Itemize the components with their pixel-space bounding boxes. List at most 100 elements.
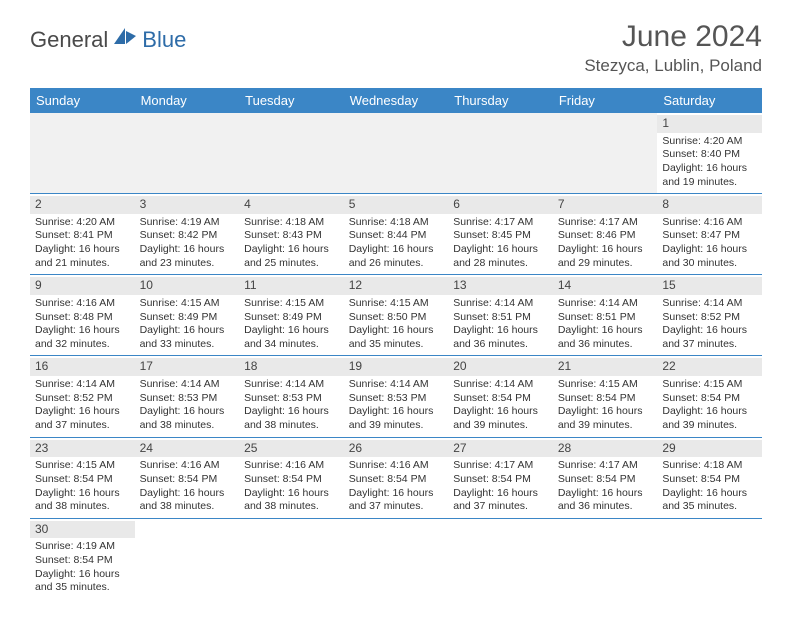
sunset-text: Sunset: 8:53 PM (140, 392, 235, 406)
calendar-empty-cell (553, 518, 658, 599)
day-number: 23 (30, 440, 135, 458)
calendar-day-cell: 6Sunrise: 4:17 AMSunset: 8:45 PMDaylight… (448, 194, 553, 275)
sunset-text: Sunset: 8:47 PM (662, 229, 757, 243)
sunset-text: Sunset: 8:53 PM (244, 392, 339, 406)
calendar-day-cell: 28Sunrise: 4:17 AMSunset: 8:54 PMDayligh… (553, 437, 658, 518)
calendar-day-cell: 16Sunrise: 4:14 AMSunset: 8:52 PMDayligh… (30, 356, 135, 437)
calendar-day-cell: 17Sunrise: 4:14 AMSunset: 8:53 PMDayligh… (135, 356, 240, 437)
daylight-text: Daylight: 16 hours and 28 minutes. (453, 243, 548, 270)
weekday-header: Wednesday (344, 88, 449, 113)
day-number: 29 (657, 440, 762, 458)
day-number: 1 (657, 115, 762, 133)
page-header: General Blue June 2024 Stezyca, Lublin, … (30, 20, 762, 76)
calendar-day-cell: 5Sunrise: 4:18 AMSunset: 8:44 PMDaylight… (344, 194, 449, 275)
calendar-day-cell: 26Sunrise: 4:16 AMSunset: 8:54 PMDayligh… (344, 437, 449, 518)
calendar-empty-cell (135, 113, 240, 194)
calendar-empty-cell (448, 518, 553, 599)
day-number: 10 (135, 277, 240, 295)
day-number: 8 (657, 196, 762, 214)
calendar-empty-cell (30, 113, 135, 194)
calendar-day-cell: 2 Sunrise: 4:20 AMSunset: 8:41 PMDaylight… (30, 194, 135, 275)
sunset-text: Sunset: 8:50 PM (349, 311, 444, 325)
daylight-text: Daylight: 16 hours and 39 minutes. (558, 405, 653, 432)
sunset-text: Sunset: 8:54 PM (349, 473, 444, 487)
day-number: 13 (448, 277, 553, 295)
sail-icon (112, 26, 138, 53)
daylight-text: Daylight: 16 hours and 39 minutes. (349, 405, 444, 432)
daylight-text: Daylight: 16 hours and 37 minutes. (453, 487, 548, 514)
daylight-text: Daylight: 16 hours and 36 minutes. (558, 324, 653, 351)
sunrise-text: Sunrise: 4:14 AM (349, 378, 444, 392)
sunset-text: Sunset: 8:52 PM (35, 392, 130, 406)
calendar-day-cell: 18Sunrise: 4:14 AMSunset: 8:53 PMDayligh… (239, 356, 344, 437)
weekday-row: SundayMondayTuesdayWednesdayThursdayFrid… (30, 88, 762, 113)
sunset-text: Sunset: 8:49 PM (140, 311, 235, 325)
sunrise-text: Sunrise: 4:14 AM (244, 378, 339, 392)
daylight-text: Daylight: 16 hours and 38 minutes. (244, 405, 339, 432)
sunset-text: Sunset: 8:45 PM (453, 229, 548, 243)
daylight-text: Daylight: 16 hours and 25 minutes. (244, 243, 339, 270)
day-number: 27 (448, 440, 553, 458)
month-title: June 2024 (584, 20, 762, 54)
day-number: 26 (344, 440, 449, 458)
calendar-table: SundayMondayTuesdayWednesdayThursdayFrid… (30, 88, 762, 599)
daylight-text: Daylight: 16 hours and 39 minutes. (453, 405, 548, 432)
calendar-body: 1Sunrise: 4:20 AMSunset: 8:40 PMDaylight… (30, 113, 762, 599)
day-number: 16 (30, 358, 135, 376)
sunrise-text: Sunrise: 4:14 AM (558, 297, 653, 311)
daylight-text: Daylight: 16 hours and 38 minutes. (244, 487, 339, 514)
calendar-day-cell: 10 Sunrise: 4:15 AMSunset: 8:49 PMDayligh… (135, 275, 240, 356)
day-number: 19 (344, 358, 449, 376)
sunset-text: Sunset: 8:54 PM (244, 473, 339, 487)
calendar-day-cell: 30Sunrise: 4:19 AMSunset: 8:54 PMDayligh… (30, 518, 135, 599)
day-number: 17 (135, 358, 240, 376)
sunset-text: Sunset: 8:52 PM (662, 311, 757, 325)
calendar-week-row: 2Sunrise: 4:20 AMSunset: 8:41 PMDaylight… (30, 194, 762, 275)
calendar-day-cell: 21Sunrise: 4:15 AMSunset: 8:54 PMDayligh… (553, 356, 658, 437)
daylight-text: Daylight: 16 hours and 33 minutes. (140, 324, 235, 351)
day-number: 14 (553, 277, 658, 295)
daylight-text: Daylight: 16 hours and 21 minutes. (35, 243, 130, 270)
calendar-week-row: 23Sunrise: 4:15 AMSunset: 8:54 PMDayligh… (30, 437, 762, 518)
sunset-text: Sunset: 8:54 PM (662, 392, 757, 406)
sunrise-text: Sunrise: 4:16 AM (244, 459, 339, 473)
day-number: 4 (239, 196, 344, 214)
calendar-empty-cell (657, 518, 762, 599)
day-number: 2 (30, 196, 135, 214)
daylight-text: Daylight: 16 hours and 38 minutes. (140, 405, 235, 432)
calendar-day-cell: 8Sunrise: 4:16 AMSunset: 8:47 PMDaylight… (657, 194, 762, 275)
day-number: 20 (448, 358, 553, 376)
day-number: 28 (553, 440, 658, 458)
calendar-day-cell: 4Sunrise: 4:18 AMSunset: 8:43 PMDaylight… (239, 194, 344, 275)
sunset-text: Sunset: 8:41 PM (35, 229, 130, 243)
daylight-text: Daylight: 16 hours and 34 minutes. (244, 324, 339, 351)
sunrise-text: Sunrise: 4:18 AM (244, 216, 339, 230)
daylight-text: Daylight: 16 hours and 37 minutes. (662, 324, 757, 351)
sunrise-text: Sunrise: 4:14 AM (453, 378, 548, 392)
calendar-empty-cell (344, 113, 449, 194)
daylight-text: Daylight: 16 hours and 19 minutes. (662, 162, 757, 189)
sunrise-text: Sunrise: 4:14 AM (662, 297, 757, 311)
sunset-text: Sunset: 8:54 PM (453, 392, 548, 406)
sunrise-text: Sunrise: 4:14 AM (35, 378, 130, 392)
calendar-empty-cell (239, 113, 344, 194)
sunrise-text: Sunrise: 4:20 AM (35, 216, 130, 230)
sunrise-text: Sunrise: 4:16 AM (140, 459, 235, 473)
sunrise-text: Sunrise: 4:15 AM (140, 297, 235, 311)
daylight-text: Daylight: 16 hours and 23 minutes. (140, 243, 235, 270)
sunrise-text: Sunrise: 4:15 AM (662, 378, 757, 392)
day-number: 24 (135, 440, 240, 458)
daylight-text: Daylight: 16 hours and 36 minutes. (453, 324, 548, 351)
calendar-day-cell: 29Sunrise: 4:18 AMSunset: 8:54 PMDayligh… (657, 437, 762, 518)
sunset-text: Sunset: 8:44 PM (349, 229, 444, 243)
calendar-day-cell: 13Sunrise: 4:14 AMSunset: 8:51 PMDayligh… (448, 275, 553, 356)
sunrise-text: Sunrise: 4:17 AM (453, 459, 548, 473)
day-number: 25 (239, 440, 344, 458)
sunrise-text: Sunrise: 4:17 AM (558, 216, 653, 230)
calendar-empty-cell (239, 518, 344, 599)
sunrise-text: Sunrise: 4:14 AM (453, 297, 548, 311)
day-number: 30 (30, 521, 135, 539)
calendar-week-row: 1Sunrise: 4:20 AMSunset: 8:40 PMDaylight… (30, 113, 762, 194)
sunrise-text: Sunrise: 4:16 AM (349, 459, 444, 473)
daylight-text: Daylight: 16 hours and 30 minutes. (662, 243, 757, 270)
